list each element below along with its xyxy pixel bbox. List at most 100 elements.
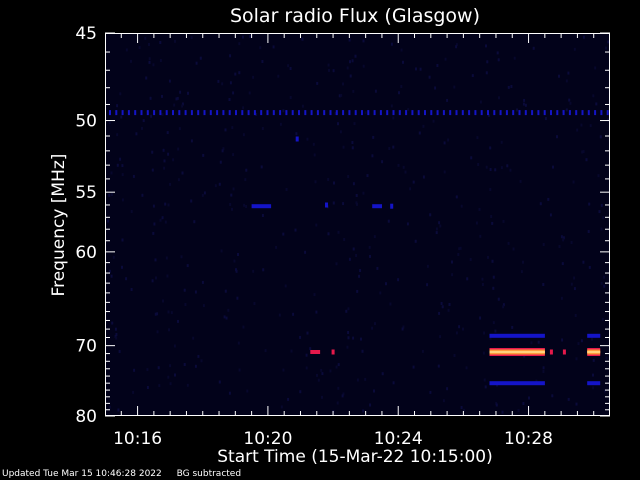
noise-speck xyxy=(110,171,113,175)
feature-dotted-line-tick xyxy=(115,110,118,116)
feature-dotted-line-tick xyxy=(512,110,515,116)
noise-speck xyxy=(479,234,482,238)
noise-speck xyxy=(475,221,478,225)
noise-speck xyxy=(341,394,344,398)
x-tick-label: 10:24 xyxy=(374,429,423,449)
noise-speck xyxy=(174,39,176,43)
noise-speck xyxy=(352,247,355,251)
noise-speck xyxy=(169,182,172,186)
noise-speck xyxy=(151,168,154,172)
noise-speck xyxy=(415,67,417,71)
noise-speck xyxy=(110,274,113,278)
noise-speck xyxy=(483,378,486,382)
noise-speck xyxy=(422,124,425,128)
feature-dotted-line-tick xyxy=(386,110,389,116)
noise-speck xyxy=(582,260,585,264)
feature-dotted-line-tick xyxy=(260,110,263,116)
noise-speck xyxy=(177,147,180,151)
noise-speck xyxy=(314,180,317,184)
noise-speck xyxy=(334,112,337,115)
feature-dotted-line-tick xyxy=(184,110,187,116)
noise-speck xyxy=(418,131,421,135)
noise-speck xyxy=(116,104,119,108)
noise-speck xyxy=(443,170,446,174)
noise-speck xyxy=(486,60,489,64)
noise-speck xyxy=(437,364,440,368)
noise-speck xyxy=(165,256,168,260)
feature-dotted-line-tick xyxy=(417,110,420,116)
footer: Updated Tue Mar 15 10:46:28 2022 BG subt… xyxy=(2,469,253,479)
noise-speck xyxy=(315,223,318,227)
noise-speck xyxy=(496,51,499,55)
noise-speck xyxy=(232,91,235,95)
noise-speck xyxy=(572,180,575,184)
noise-speck xyxy=(495,401,498,405)
noise-speck xyxy=(451,273,454,277)
feature-dotted-line-tick xyxy=(304,110,307,116)
noise-speck xyxy=(355,201,358,205)
noise-speck xyxy=(333,181,335,185)
noise-speck xyxy=(301,37,304,41)
noise-speck xyxy=(108,405,111,409)
noise-speck xyxy=(218,182,221,186)
noise-speck xyxy=(306,137,309,141)
updated-timestamp: Updated Tue Mar 15 10:46:28 2022 xyxy=(2,469,162,479)
noise-speck xyxy=(246,389,249,393)
feature-dotted-line-tick xyxy=(411,110,414,116)
noise-speck xyxy=(477,163,480,166)
noise-speck xyxy=(190,199,193,203)
noise-speck xyxy=(434,86,437,90)
noise-speck xyxy=(282,109,285,113)
noise-speck xyxy=(272,45,275,49)
noise-speck xyxy=(552,165,554,169)
noise-speck xyxy=(485,44,487,48)
feature-dot xyxy=(325,202,328,208)
noise-speck xyxy=(349,74,352,78)
noise-speck xyxy=(398,91,400,95)
feature-dotted-line-tick xyxy=(335,110,338,116)
noise-speck xyxy=(335,262,338,266)
noise-speck xyxy=(460,204,463,208)
noise-speck xyxy=(561,262,564,266)
noise-speck xyxy=(381,160,384,164)
plot-frame xyxy=(105,33,610,416)
feature-dotted-line-tick xyxy=(140,110,143,116)
noise-speck xyxy=(176,96,179,100)
noise-speck xyxy=(155,276,157,280)
noise-speck xyxy=(190,139,193,143)
noise-speck xyxy=(342,392,345,396)
feature-dotted-line-tick xyxy=(285,110,288,116)
noise-speck xyxy=(466,277,469,281)
noise-speck xyxy=(455,331,458,335)
noise-speck xyxy=(133,368,136,372)
noise-speck xyxy=(183,363,186,366)
noise-speck xyxy=(392,116,395,120)
noise-speck xyxy=(141,193,144,197)
noise-speck xyxy=(573,276,576,280)
noise-speck xyxy=(358,274,361,278)
noise-speck xyxy=(231,207,233,211)
noise-speck xyxy=(342,145,345,149)
feature-dotted-line-tick xyxy=(272,110,275,116)
noise-speck xyxy=(167,152,170,156)
noise-speck xyxy=(242,133,245,137)
noise-speck xyxy=(588,265,591,269)
feature-dotted-line-tick xyxy=(562,110,565,116)
noise-speck xyxy=(605,356,608,360)
noise-speck xyxy=(573,287,576,291)
noise-speck xyxy=(476,136,479,140)
noise-speck xyxy=(315,310,318,314)
y-tick-label: 80 xyxy=(75,407,97,427)
noise-speck xyxy=(355,254,358,257)
noise-speck xyxy=(135,132,138,136)
noise-speck xyxy=(279,122,282,126)
feature-dotted-line-tick xyxy=(159,110,162,116)
noise-speck xyxy=(346,66,349,70)
noise-speck xyxy=(228,98,231,101)
noise-speck xyxy=(465,366,468,370)
noise-speck xyxy=(400,48,403,52)
noise-speck xyxy=(352,336,355,340)
feature-dotted-line-tick xyxy=(316,110,319,116)
noise-speck xyxy=(373,235,376,239)
feature-segment xyxy=(310,350,321,354)
